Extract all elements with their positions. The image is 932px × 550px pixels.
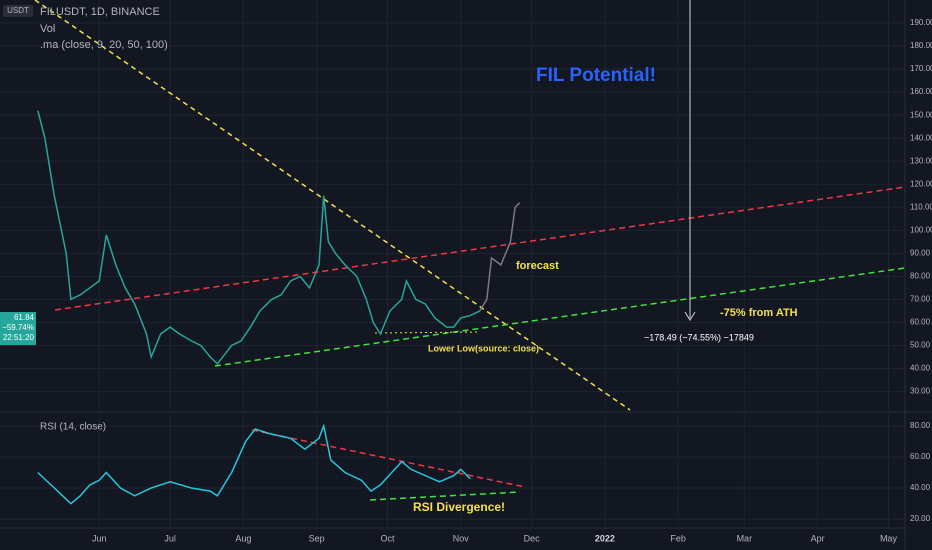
currency-badge bbox=[3, 5, 33, 17]
symbol: FILUSDT, 1D, BINANCE bbox=[40, 6, 160, 18]
series-line bbox=[479, 202, 521, 312]
rsi-resistance bbox=[251, 429, 526, 488]
x-tick-label: Jun bbox=[92, 533, 107, 543]
lower-low-label: Lower Low(source: close) bbox=[428, 343, 539, 353]
x-tick-label: Jul bbox=[164, 533, 176, 543]
y-tick-label: 90.00 bbox=[910, 248, 931, 257]
y-tick-label: 80.00 bbox=[910, 421, 931, 430]
y-tick-label: 180.00 bbox=[910, 41, 932, 50]
chart-title: FIL Potential! bbox=[536, 65, 656, 86]
y-tick-label: 100.00 bbox=[910, 225, 932, 234]
x-tick-label: Sep bbox=[309, 533, 325, 543]
y-tick-label: 120.00 bbox=[910, 179, 932, 188]
y-tick-label: 60.00 bbox=[910, 318, 931, 327]
y-tick-label: 50.00 bbox=[910, 341, 931, 350]
forecast-label: forecast bbox=[516, 260, 559, 272]
series-line bbox=[37, 110, 481, 366]
measure-label: −178.49 (−74.55%) −17849 bbox=[644, 332, 754, 342]
x-tick-label: Feb bbox=[670, 533, 686, 543]
y-tick-label: 60.00 bbox=[910, 452, 931, 461]
vol-label: Vol bbox=[40, 23, 55, 35]
price-badge bbox=[0, 312, 36, 345]
badge-timer: 22:51:20 bbox=[3, 333, 35, 342]
downtrend-line bbox=[34, 0, 631, 411]
marks bbox=[37, 110, 521, 505]
badge-change: −59.74% bbox=[2, 323, 34, 332]
x-tick-label: May bbox=[880, 533, 898, 543]
series-line bbox=[37, 423, 471, 505]
y-tick-label: 130.00 bbox=[910, 156, 932, 165]
currency: USDT bbox=[7, 6, 29, 15]
y-tick-label: 40.00 bbox=[910, 483, 931, 492]
y-tick-label: 40.00 bbox=[910, 364, 931, 373]
rsi-divergence-label: RSI Divergence! bbox=[413, 500, 505, 514]
support-line bbox=[214, 267, 906, 367]
y-tick-label: 110.00 bbox=[910, 202, 932, 211]
x-tick-label: 2022 bbox=[595, 533, 615, 543]
rsi-support bbox=[369, 491, 521, 501]
x-tick-label: Nov bbox=[453, 533, 470, 543]
y-tick-label: 20.00 bbox=[910, 514, 931, 523]
y-tick-label: 140.00 bbox=[910, 133, 932, 142]
y-tick-label: 190.00 bbox=[910, 18, 932, 27]
y-tick-label: 30.00 bbox=[910, 387, 931, 396]
x-tick-label: Apr bbox=[811, 533, 825, 543]
y-tick-label: 170.00 bbox=[910, 64, 932, 73]
badge-price: 61.84 bbox=[14, 313, 35, 322]
resistance-line bbox=[54, 186, 906, 311]
x-tick-label: Mar bbox=[737, 533, 753, 543]
ath-label: -75% from ATH bbox=[720, 307, 798, 319]
grid bbox=[0, 0, 905, 530]
y-tick-label: 150.00 bbox=[910, 110, 932, 119]
x-tick-label: Dec bbox=[524, 533, 541, 543]
ma-label: .ma (close, 9, 20, 50, 100) bbox=[40, 39, 168, 51]
y-tick-label: 160.00 bbox=[910, 87, 932, 96]
y-tick-label: 80.00 bbox=[910, 272, 931, 281]
y-tick-label: 70.00 bbox=[910, 295, 931, 304]
x-tick-label: Aug bbox=[235, 533, 251, 543]
measure-arrow bbox=[684, 311, 696, 321]
rsi-title: RSI (14, close) bbox=[40, 422, 106, 433]
x-tick-label: Oct bbox=[381, 533, 396, 543]
